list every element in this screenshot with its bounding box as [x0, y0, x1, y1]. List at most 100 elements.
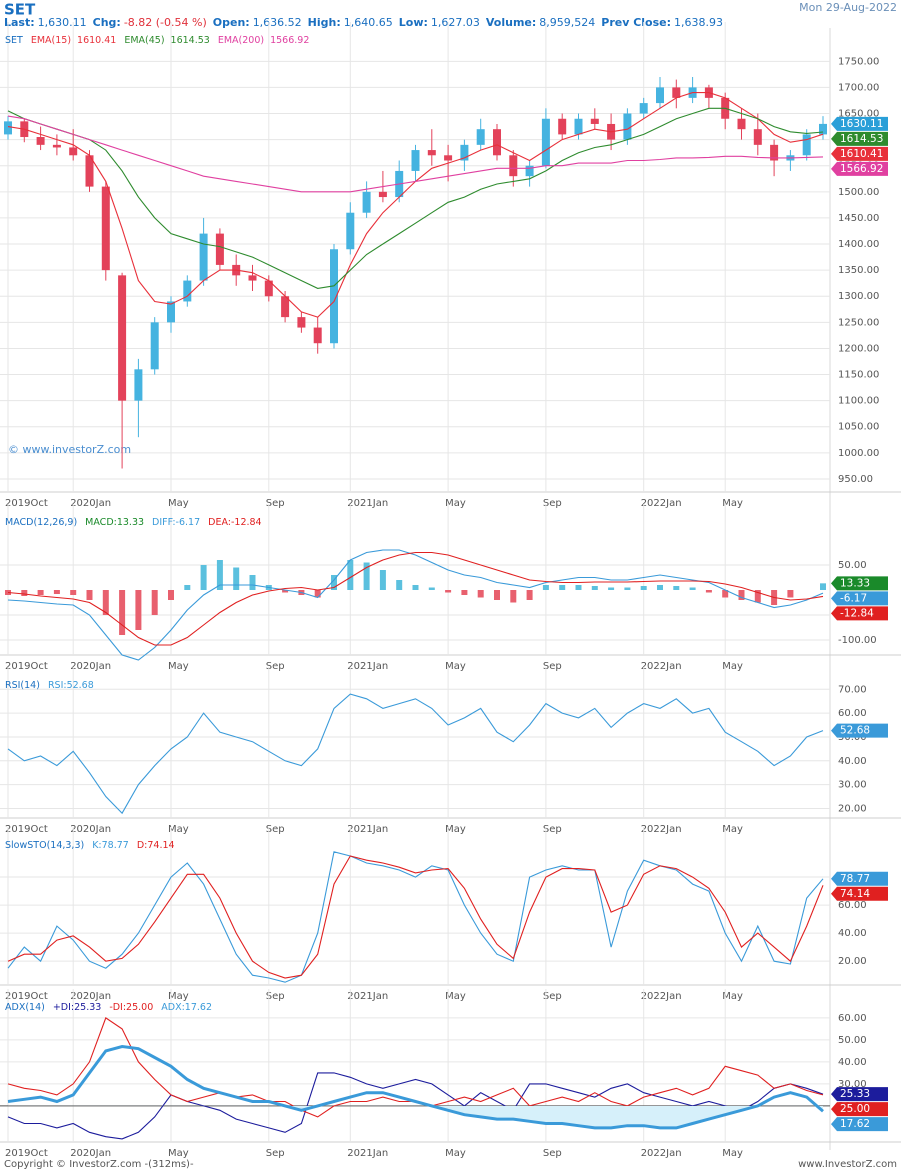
candle-body: [264, 280, 273, 297]
y-tick-label: 40.00: [838, 756, 867, 767]
y-tick-label: 60.00: [838, 1013, 867, 1024]
candle-body: [248, 275, 257, 281]
x-tick-label: 2020Jan: [70, 498, 111, 509]
x-tick-label: 2021Jan: [347, 661, 388, 672]
candle-body: [574, 118, 583, 135]
candle-body: [558, 118, 567, 135]
macd-bar: [86, 590, 93, 600]
macd-bar: [575, 585, 582, 590]
site: www.InvestorZ.com: [798, 1159, 897, 1170]
macd-bar: [608, 587, 615, 590]
x-tick-label: 2021Jan: [347, 1148, 388, 1159]
value-tag-label: 25.33: [840, 1088, 870, 1100]
legend: MACD(12,26,9) MACD:13.33 DIFF:-6.17 DEA:-12…: [5, 517, 262, 528]
macd-bar: [640, 586, 647, 590]
macd-bar: [559, 585, 566, 590]
legend-value: 1566.92: [270, 35, 309, 46]
line: [7, 1072, 824, 1140]
y-tick-label: 1750.00: [838, 56, 879, 67]
candle-body: [330, 249, 338, 344]
quote-label: Volume:: [486, 16, 536, 29]
x-tick-label: May: [445, 824, 466, 835]
value-tag: [831, 591, 888, 606]
quote-value: 1,638.93: [674, 16, 723, 29]
x-tick-label: 2021Jan: [347, 991, 388, 1002]
value-tag-label: 25.00: [840, 1103, 870, 1115]
x-tick-label: May: [445, 661, 466, 672]
value-tag: [831, 116, 888, 131]
value-tag: [831, 1087, 888, 1102]
candle-body: [52, 144, 61, 148]
y-tick-label: -100.00: [838, 635, 877, 646]
x-tick-label: Sep: [543, 991, 562, 1002]
y-tick-label: 1450.00: [838, 213, 879, 224]
candle-body: [639, 103, 648, 114]
macd-bar: [689, 587, 696, 590]
y-tick-label: 60.00: [838, 900, 867, 911]
x-tick-label: 2022Jan: [641, 1148, 682, 1159]
candle-body: [427, 150, 436, 156]
x-tick-label: May: [168, 498, 189, 509]
macd-bar: [412, 585, 419, 590]
y-tick-label: 1350.00: [838, 265, 879, 276]
legend: SlowSTO(14,3,3) K:78.77 D:74.14: [5, 840, 175, 851]
candle-body: [85, 155, 94, 187]
watermark: © www.investorZ.com: [8, 443, 131, 456]
macd-bar: [363, 562, 370, 590]
y-tick-label: 1150.00: [838, 370, 879, 381]
value-tag-label: 52.68: [840, 725, 870, 737]
quote-line: Last: 1,630.11 Chg: -8.82 (-0.54 %) Open: 1,6…: [4, 16, 723, 29]
x-tick-label: May: [445, 991, 466, 1002]
line: [7, 92, 824, 318]
line: [7, 115, 824, 193]
y-tick-label: 50.00: [838, 1035, 867, 1046]
x-tick-label: Sep: [543, 661, 562, 672]
y-tick-label: 950.00: [838, 474, 873, 485]
macd-bar: [200, 565, 207, 590]
candle-body: [672, 87, 681, 98]
candle-body: [183, 280, 192, 302]
candle-body: [737, 118, 746, 130]
value-tag: [831, 576, 888, 591]
x-tick-label: 2019Oct: [5, 661, 48, 672]
macd-bar: [673, 586, 680, 590]
y-tick-label: 20.00: [838, 803, 867, 814]
x-tick-label: Sep: [543, 1148, 562, 1159]
candle-body: [541, 118, 550, 166]
candle-body: [656, 87, 664, 104]
candle-body: [346, 212, 355, 250]
legend-entry: -DI:25.00: [109, 1002, 153, 1013]
value-tag-label: -12.84: [840, 607, 874, 619]
candle-body: [362, 191, 371, 213]
line: [7, 693, 824, 815]
value-tag-label: -6.17: [840, 592, 867, 604]
x-tick-label: May: [722, 991, 743, 1002]
x-tick-label: 2020Jan: [70, 661, 111, 672]
candle-body: [4, 121, 12, 135]
macd-bar: [135, 590, 142, 630]
legend-entry: ADX:17.62: [161, 1002, 212, 1013]
candle-body: [101, 186, 110, 271]
x-tick-label: 2022Jan: [641, 991, 682, 1002]
macd-bar: [591, 586, 598, 590]
quote-value: -8.82 (-0.54 %): [124, 16, 207, 29]
macd-bar: [526, 590, 533, 600]
value-tag-label: 1610.41: [840, 148, 883, 160]
value-tag-label: 1566.92: [840, 163, 883, 175]
macd-bar: [216, 560, 223, 590]
candle-body: [199, 233, 208, 281]
legend-entry: D:74.14: [137, 840, 175, 851]
quote-value: 1,627.03: [431, 16, 480, 29]
quote-label: High:: [308, 16, 341, 29]
candle-body: [525, 165, 534, 177]
x-tick-label: May: [168, 991, 189, 1002]
x-tick-label: 2019Oct: [5, 824, 48, 835]
legend: SET EMA(15) 1610.41 EMA(45) 1614.53 EMA(200) 1…: [5, 35, 309, 46]
quote-value: 8,959,524: [539, 16, 595, 29]
candle-body: [753, 129, 762, 145]
macd-bar: [657, 585, 663, 590]
legend: RSI(14) RSI:52.68: [5, 680, 94, 691]
x-tick-label: 2022Jan: [641, 498, 682, 509]
macd-bar: [461, 590, 468, 595]
macd-bar: [282, 590, 289, 593]
